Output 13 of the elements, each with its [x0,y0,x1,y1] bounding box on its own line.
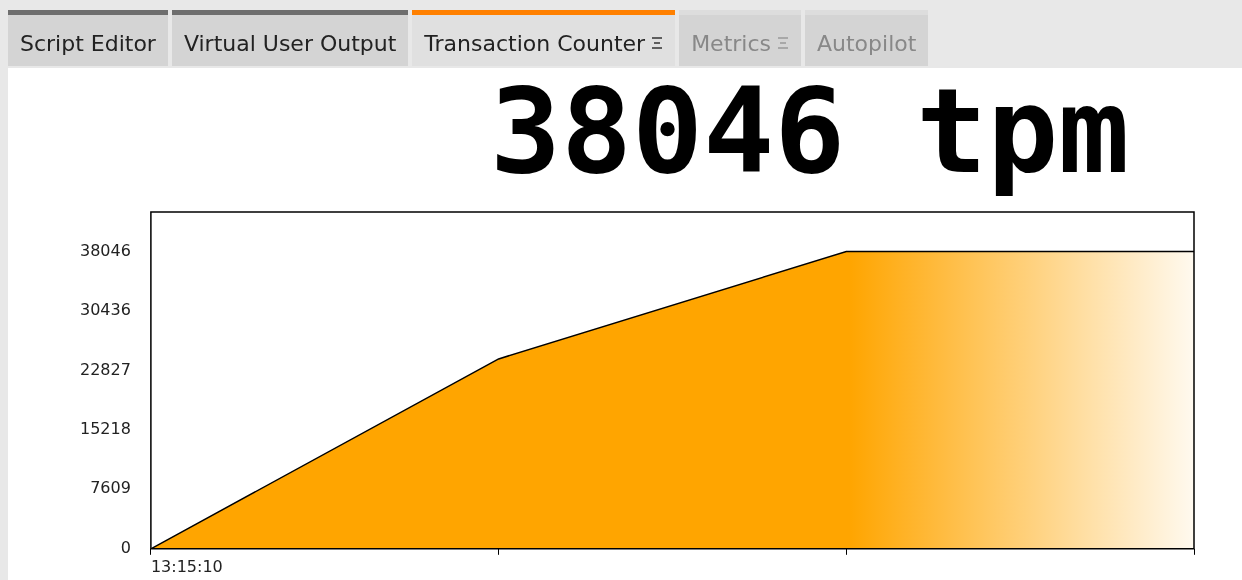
chart-title: 38046 tpm [490,62,1130,200]
y-tick-label: 30436 [79,300,131,320]
text: Metrics [691,31,771,56]
text: Autopilot [816,31,917,56]
y-tick-label: 22827 [79,359,131,379]
text: Script Editor [20,31,156,58]
text: Transaction Counter [424,31,646,56]
text: Virtual User Output [183,31,397,58]
x-tick-label: 13:15:10 [150,556,223,576]
y-tick-label: 7609 [90,478,131,498]
y-tick-label: 15218 [79,419,131,439]
y-tick-label: 0 [120,537,131,557]
y-tick-label: 38046 [79,240,131,260]
